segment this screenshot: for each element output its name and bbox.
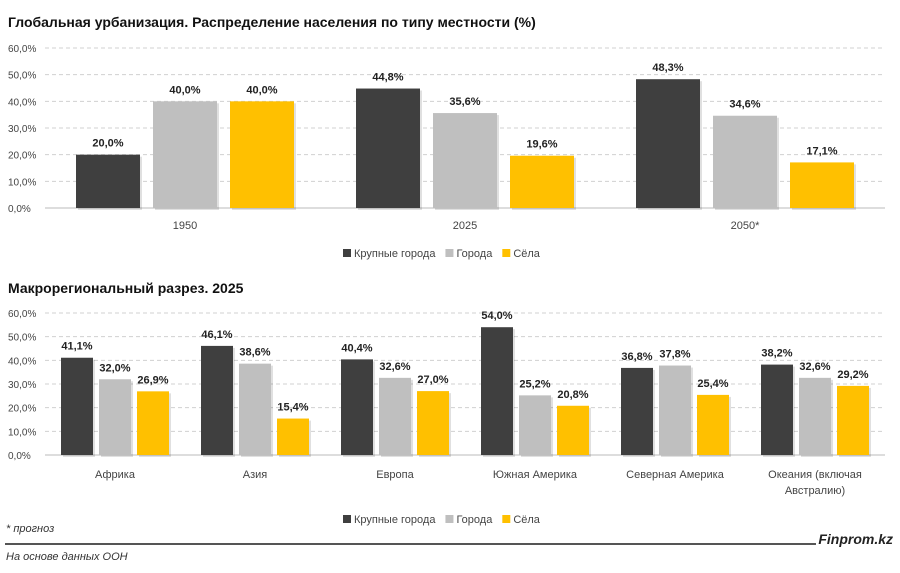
x-category-label: Азия <box>243 469 268 481</box>
data-label: 38,2% <box>761 348 792 360</box>
bar-cities <box>799 377 831 455</box>
legend-label: Сёла <box>513 514 540 526</box>
y-tick-label: 50,0% <box>8 333 36 344</box>
bar-cities <box>713 115 777 208</box>
bar-villages <box>510 155 574 208</box>
data-label: 20,8% <box>557 389 588 401</box>
bar-big-cities <box>201 345 233 455</box>
bar-villages <box>277 418 309 455</box>
y-tick-label: 60,0% <box>8 44 36 55</box>
data-label: 19,6% <box>526 139 557 151</box>
bar-cities <box>153 101 217 208</box>
data-label: 54,0% <box>481 310 512 322</box>
y-tick-label: 40,0% <box>8 356 36 367</box>
y-tick-label: 50,0% <box>8 71 36 82</box>
y-tick-label: 20,0% <box>8 404 36 415</box>
chart1-title: Глобальная урбанизация. Распределение на… <box>8 14 536 30</box>
bar-big-cities <box>61 357 93 455</box>
bar-big-cities <box>621 367 653 455</box>
data-label: 41,1% <box>61 341 92 353</box>
data-label: 25,4% <box>697 378 728 390</box>
source-note: На основе данных ООН <box>6 551 128 563</box>
y-tick-label: 0,0% <box>8 204 31 215</box>
bar-cities <box>99 379 131 455</box>
data-label: 17,1% <box>806 145 837 157</box>
bar-cities <box>433 113 497 208</box>
bar-cities <box>519 395 551 455</box>
bar-cities <box>239 363 271 455</box>
data-label: 46,1% <box>201 329 232 341</box>
x-category-label: Южная Америка <box>493 469 578 481</box>
data-label: 40,0% <box>169 84 200 96</box>
data-label: 32,6% <box>379 361 410 373</box>
legend-swatch <box>343 249 351 257</box>
x-category-label: Северная Америка <box>626 469 725 481</box>
data-label: 35,6% <box>449 96 480 108</box>
bar-big-cities <box>481 327 513 455</box>
y-tick-label: 10,0% <box>8 177 36 188</box>
data-label: 25,2% <box>519 378 550 390</box>
data-label: 29,2% <box>837 369 868 381</box>
bar-cities <box>659 365 691 455</box>
x-category-label: Африка <box>95 469 136 481</box>
legend-swatch <box>445 249 454 257</box>
legend-swatch <box>343 515 351 523</box>
data-label: 48,3% <box>652 62 683 74</box>
x-category-label: Австралию) <box>785 485 845 497</box>
data-label: 40,4% <box>341 342 372 354</box>
legend-label: Города <box>456 514 493 526</box>
bar-cities <box>379 377 411 455</box>
bar-villages <box>697 394 729 455</box>
chart2-plot: 0,0% 10,0% 20,0% 30,0% 40,0% 50,0% 60,0% Африка… <box>8 309 885 526</box>
legend-swatch <box>502 249 511 257</box>
bar-big-cities <box>636 79 700 208</box>
data-label: 15,4% <box>277 402 308 414</box>
y-tick-label: 0,0% <box>8 451 31 462</box>
y-tick-label: 10,0% <box>8 427 36 438</box>
legend-label: Сёла <box>513 248 540 260</box>
bar-villages <box>557 405 589 455</box>
data-label: 40,0% <box>246 84 277 96</box>
bar-villages <box>837 385 869 455</box>
x-category-label: Европа <box>376 469 414 481</box>
data-label: 26,9% <box>137 374 168 386</box>
bar-big-cities <box>341 359 373 455</box>
x-category-label: 2050* <box>731 220 760 232</box>
x-category-label: Океания (включая <box>768 469 862 481</box>
bar-villages <box>230 101 294 208</box>
data-label: 32,0% <box>99 362 130 374</box>
y-tick-label: 30,0% <box>8 124 36 135</box>
legend-label: Крупные города <box>354 514 436 526</box>
brand-logo: Finprom.kz <box>818 531 893 547</box>
chart1-plot: 0,0% 10,0% 20,0% 30,0% 40,0% 50,0% 60,0% 1950 20… <box>8 44 885 260</box>
legend-swatch <box>445 515 454 523</box>
data-label: 38,6% <box>239 347 270 359</box>
data-label: 20,0% <box>92 138 123 150</box>
y-tick-label: 40,0% <box>8 97 36 108</box>
data-label: 37,8% <box>659 349 690 361</box>
bar-big-cities <box>76 154 140 208</box>
legend-swatch <box>502 515 511 523</box>
x-category-label: 1950 <box>173 220 197 232</box>
x-category-label: 2025 <box>453 220 477 232</box>
data-label: 32,6% <box>799 361 830 373</box>
forecast-note: * прогноз <box>6 523 54 535</box>
bar-big-cities <box>356 88 420 208</box>
data-label: 34,6% <box>729 99 760 111</box>
legend-label: Города <box>456 248 493 260</box>
y-tick-label: 60,0% <box>8 309 36 320</box>
data-label: 27,0% <box>417 374 448 386</box>
bar-villages <box>417 391 449 455</box>
bar-big-cities <box>761 364 793 455</box>
legend-label: Крупные города <box>354 248 436 260</box>
y-tick-label: 20,0% <box>8 151 36 162</box>
data-label: 36,8% <box>621 351 652 363</box>
chart2-title: Макрорегиональный разрез. 2025 <box>8 280 244 296</box>
data-label: 44,8% <box>372 72 403 84</box>
bar-villages <box>790 162 854 208</box>
y-tick-label: 30,0% <box>8 380 36 391</box>
bar-villages <box>137 391 169 455</box>
